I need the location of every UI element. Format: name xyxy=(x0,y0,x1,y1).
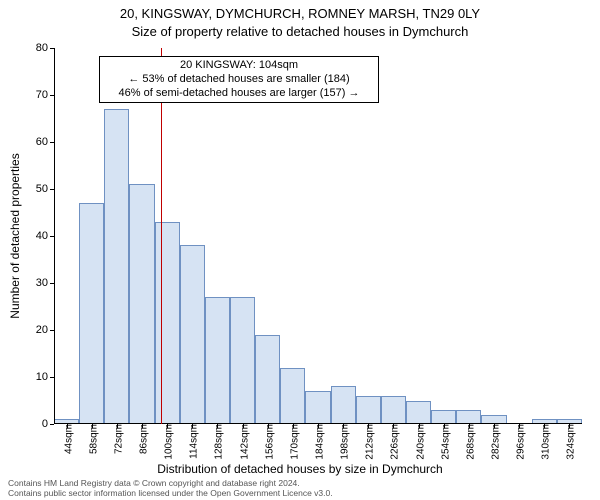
y-tick-mark xyxy=(50,330,54,331)
annotation-box: 20 KINGSWAY: 104sqm← 53% of detached hou… xyxy=(99,56,379,103)
x-tick-label: 310sqm xyxy=(537,424,552,460)
x-tick-label: 100sqm xyxy=(160,424,175,460)
x-tick-label: 282sqm xyxy=(487,424,502,460)
x-tick-label: 156sqm xyxy=(260,424,275,460)
x-tick-label: 114sqm xyxy=(185,424,200,459)
y-tick-mark xyxy=(50,377,54,378)
x-tick-label: 226sqm xyxy=(386,424,401,460)
x-tick-label: 170sqm xyxy=(285,424,300,460)
annotation-line: 20 KINGSWAY: 104sqm xyxy=(104,59,374,73)
title-subtitle: Size of property relative to detached ho… xyxy=(0,24,600,39)
annotation-line: ← 53% of detached houses are smaller (18… xyxy=(104,73,374,87)
reference-line xyxy=(161,48,162,424)
x-tick-label: 128sqm xyxy=(210,424,225,460)
y-tick-mark xyxy=(50,236,54,237)
x-tick-label: 198sqm xyxy=(336,424,351,460)
chart-container: 20, KINGSWAY, DYMCHURCH, ROMNEY MARSH, T… xyxy=(0,0,600,500)
x-tick-label: 212sqm xyxy=(361,424,376,460)
y-tick-mark xyxy=(50,95,54,96)
x-tick-label: 184sqm xyxy=(311,424,326,460)
y-axis-label: Number of detached properties xyxy=(8,0,22,236)
x-axis-label: Distribution of detached houses by size … xyxy=(0,462,600,476)
y-tick-mark xyxy=(50,283,54,284)
x-tick-label: 58sqm xyxy=(84,424,99,454)
x-tick-label: 72sqm xyxy=(109,424,124,454)
y-tick-mark xyxy=(50,142,54,143)
x-tick-label: 44sqm xyxy=(59,424,74,454)
footer-attribution: Contains HM Land Registry data © Crown c… xyxy=(8,479,333,498)
title-address: 20, KINGSWAY, DYMCHURCH, ROMNEY MARSH, T… xyxy=(0,6,600,21)
y-tick-mark xyxy=(50,424,54,425)
annotation-line: 46% of semi-detached houses are larger (… xyxy=(104,87,374,101)
x-tick-label: 324sqm xyxy=(562,424,577,460)
axis-lines xyxy=(54,48,582,424)
x-tick-label: 240sqm xyxy=(411,424,426,460)
x-tick-label: 254sqm xyxy=(436,424,451,460)
x-tick-label: 142sqm xyxy=(235,424,250,460)
y-tick-mark xyxy=(50,48,54,49)
y-tick-mark xyxy=(50,189,54,190)
plot-area: 0102030405060708044sqm58sqm72sqm86sqm100… xyxy=(54,48,582,424)
x-tick-label: 268sqm xyxy=(461,424,476,460)
x-tick-label: 296sqm xyxy=(512,424,527,460)
x-tick-label: 86sqm xyxy=(135,424,150,454)
footer-line-2: Contains public sector information licen… xyxy=(8,489,333,498)
